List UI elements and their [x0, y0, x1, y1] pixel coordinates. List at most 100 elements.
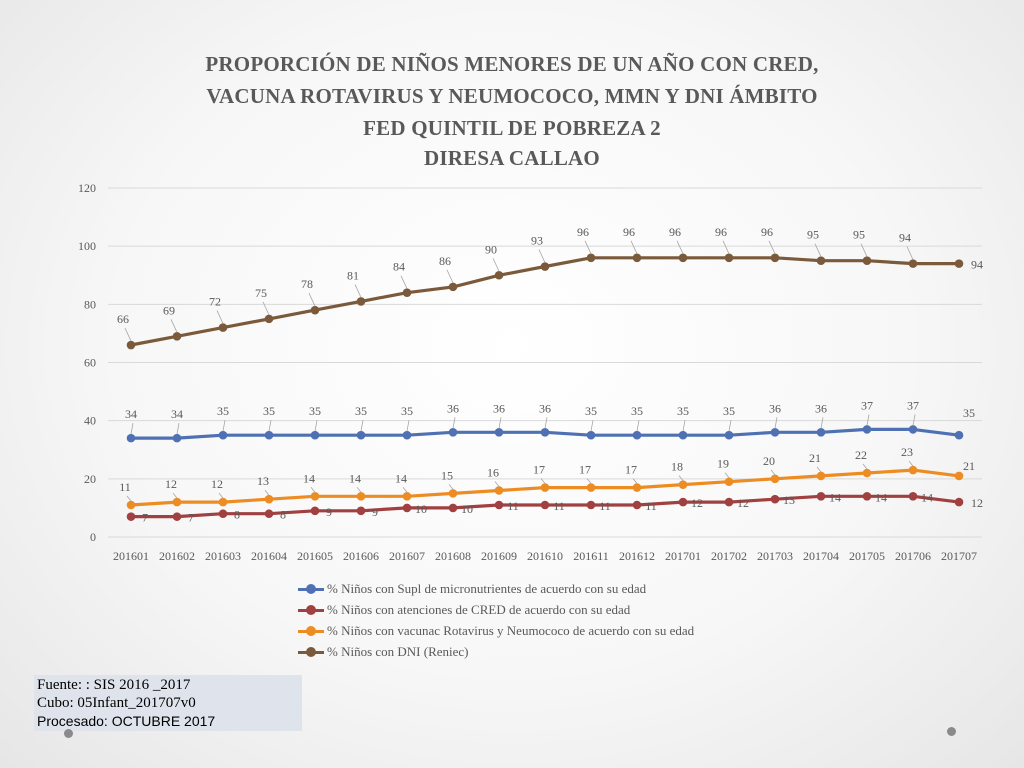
- data-point: [816, 256, 826, 266]
- data-label: 12: [211, 477, 223, 491]
- data-label: 84: [393, 260, 405, 274]
- data-point: [264, 509, 274, 519]
- data-point: [494, 270, 504, 280]
- label-leader: [354, 284, 362, 298]
- label-leader: [264, 489, 270, 496]
- x-tick-label: 201612: [619, 549, 655, 563]
- data-label: 96: [669, 225, 681, 239]
- data-point: [402, 288, 412, 298]
- data-point: [356, 430, 366, 440]
- data-label: 35: [631, 404, 643, 418]
- data-point: [494, 486, 504, 495]
- data-point: [264, 314, 274, 324]
- data-point: [954, 471, 964, 481]
- x-tick-label: 201704: [803, 549, 839, 563]
- data-point: [770, 474, 780, 484]
- chart-title-line-4: DIRESA CALLAO: [424, 146, 600, 170]
- data-point: [402, 430, 412, 440]
- label-leader: [262, 301, 270, 316]
- data-point: [862, 256, 872, 266]
- legend-item-micronutrientes[interactable]: % Niños con Supl de micronutrientes de a…: [298, 578, 694, 599]
- label-leader: [768, 240, 776, 254]
- data-point: [264, 430, 274, 440]
- source-fuente: Fuente: : SIS 2016 _2017: [37, 677, 191, 693]
- x-tick-label: 201605: [297, 549, 333, 563]
- x-tick-label: 201705: [849, 549, 885, 563]
- data-point: [126, 340, 136, 350]
- data-label: 14: [921, 490, 933, 504]
- data-point: [172, 497, 182, 507]
- data-point: [540, 500, 550, 510]
- data-point: [540, 428, 550, 437]
- data-point: [356, 297, 366, 306]
- data-point: [632, 500, 642, 510]
- label-leader: [268, 420, 272, 432]
- label-leader: [584, 240, 592, 254]
- label-leader: [630, 240, 638, 254]
- legend-swatch-vacuna: [298, 625, 324, 636]
- legend-item-dni[interactable]: % Niños con DNI (Reniec): [298, 641, 694, 662]
- y-tick-label: 20: [84, 472, 96, 486]
- label-leader: [540, 478, 546, 484]
- data-label: 35: [263, 404, 275, 418]
- data-label: 7: [188, 511, 194, 525]
- data-point: [908, 491, 918, 501]
- data-point: [954, 259, 964, 268]
- label-leader: [494, 481, 500, 487]
- data-label: 36: [493, 401, 505, 415]
- data-label: 11: [553, 499, 565, 513]
- data-point: [218, 430, 228, 440]
- data-label: 11: [599, 499, 611, 513]
- data-point: [448, 489, 458, 498]
- legend-label-cred: % Niños con atenciones de CRED de acuerd…: [327, 601, 631, 617]
- x-tick-label: 201611: [573, 549, 609, 563]
- legend-label-dni: % Niños con DNI (Reniec): [327, 643, 469, 659]
- label-leader: [632, 478, 638, 484]
- label-leader: [538, 249, 546, 263]
- chart-legend: % Niños con Supl de micronutrientes de a…: [298, 578, 694, 662]
- label-leader: [448, 484, 454, 490]
- label-leader: [724, 472, 730, 478]
- data-label: 14: [395, 471, 407, 485]
- data-label: 17: [579, 463, 591, 477]
- data-point: [862, 425, 872, 434]
- data-point: [218, 497, 228, 507]
- chart-title-line-2: VACUNA ROTAVIRUS Y NEUMOCOCO, MMN Y DNI …: [206, 84, 818, 108]
- data-label: 14: [829, 490, 841, 504]
- data-label: 66: [117, 312, 129, 326]
- data-label: 81: [347, 268, 359, 282]
- data-point: [724, 253, 734, 263]
- legend-swatch-dni: [298, 646, 324, 657]
- label-leader: [770, 469, 776, 476]
- data-label: 8: [280, 508, 286, 522]
- data-point: [954, 497, 964, 507]
- data-label: 12: [737, 496, 749, 510]
- data-point: [126, 512, 136, 521]
- label-leader: [862, 463, 868, 470]
- data-point: [678, 253, 688, 263]
- data-point: [540, 262, 550, 271]
- data-point: [954, 430, 964, 440]
- data-label: 35: [309, 404, 321, 418]
- legend-item-vacuna[interactable]: % Niños con vacunac Rotavirus y Neumococ…: [298, 620, 694, 641]
- data-label: 18: [671, 460, 683, 474]
- data-label: 15: [441, 468, 453, 482]
- data-label: 96: [577, 225, 589, 239]
- data-point: [908, 425, 918, 434]
- data-label: 14: [349, 471, 361, 485]
- legend-item-cred[interactable]: % Niños con atenciones de CRED de acuerd…: [298, 599, 694, 620]
- data-label: 8: [234, 508, 240, 522]
- y-tick-label: 40: [84, 414, 96, 428]
- data-label: 35: [401, 404, 413, 418]
- label-leader: [678, 475, 684, 481]
- label-leader: [308, 292, 316, 307]
- y-tick-label: 0: [90, 530, 96, 544]
- data-label: 35: [723, 404, 735, 418]
- label-leader: [126, 495, 132, 502]
- data-point: [356, 506, 366, 516]
- data-label: 35: [677, 404, 689, 418]
- data-label: 12: [971, 496, 983, 510]
- label-leader: [814, 243, 822, 257]
- data-point: [540, 483, 550, 492]
- source-cubo: Cubo: 05Infant_201707v0: [37, 695, 196, 711]
